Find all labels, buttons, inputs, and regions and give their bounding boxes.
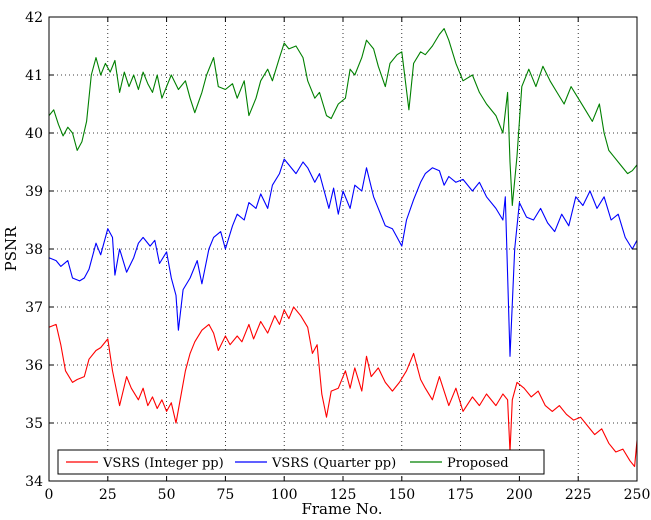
y-tick-label: 35 [25, 416, 43, 432]
series-line-3 [48, 28, 638, 207]
x-tick-label: 50 [158, 487, 176, 503]
x-tick-label: 125 [330, 487, 357, 503]
y-tick-label: 42 [25, 10, 43, 26]
y-axis-label: PSNR [2, 226, 20, 271]
x-tick-label: 25 [99, 487, 117, 503]
y-tick-label: 41 [25, 68, 43, 84]
y-tick-label: 40 [25, 126, 43, 142]
x-tick-labels: 0 25 50 75 100 125 150 175 200 225 250 [45, 487, 651, 503]
x-tick-label: 150 [388, 487, 415, 503]
legend-label: VSRS (Integer pp) [102, 456, 224, 471]
legend-box [57, 449, 545, 475]
x-axis-label: Frame No. [301, 500, 382, 518]
y-tick-label: 34 [25, 474, 43, 490]
legend: VSRS (Integer pp) VSRS (Quarter pp) Propos… [57, 449, 545, 475]
x-tick-label: 200 [506, 487, 533, 503]
x-tick-label: 175 [447, 487, 474, 503]
y-tick-label: 36 [25, 358, 43, 374]
series-line-2 [48, 158, 638, 357]
x-tick-label: 0 [45, 487, 54, 503]
x-tick-label: 100 [271, 487, 298, 503]
legend-label: Proposed [447, 456, 509, 471]
y-tick-label: 37 [25, 300, 43, 316]
y-tick-label: 39 [25, 184, 43, 200]
series-layer [48, 28, 638, 468]
y-tick-labels: 34 35 36 37 38 39 40 41 42 [25, 10, 43, 490]
x-tick-label: 225 [565, 487, 592, 503]
x-tick-label: 75 [216, 487, 234, 503]
legend-label: VSRS (Quarter pp) [271, 456, 396, 471]
x-tick-label: 250 [624, 487, 651, 503]
y-tick-label: 38 [25, 242, 43, 258]
plot-frame [48, 16, 638, 482]
series-line-1 [48, 306, 638, 468]
